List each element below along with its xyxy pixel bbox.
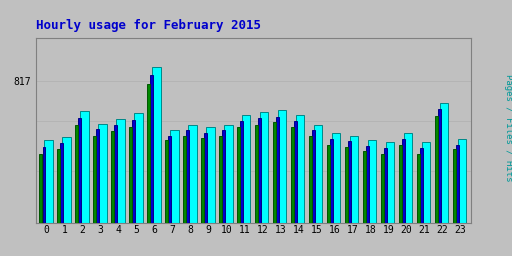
Bar — [332, 133, 340, 223]
Bar — [420, 148, 423, 223]
Bar — [314, 124, 323, 223]
Bar — [417, 154, 420, 223]
Bar — [456, 145, 459, 223]
Bar — [404, 133, 412, 223]
Text: Pages / Files / Hits: Pages / Files / Hits — [504, 74, 512, 182]
Bar — [168, 136, 171, 223]
Bar — [204, 133, 207, 223]
Bar — [222, 130, 225, 223]
Bar — [237, 127, 240, 223]
Bar — [458, 139, 466, 223]
Bar — [96, 129, 99, 223]
Bar — [259, 118, 261, 223]
Bar — [435, 116, 438, 223]
Bar — [296, 115, 305, 223]
Bar — [219, 136, 222, 223]
Bar — [350, 136, 358, 223]
Bar — [327, 145, 330, 223]
Bar — [255, 124, 258, 223]
Text: Hourly usage for February 2015: Hourly usage for February 2015 — [36, 19, 261, 32]
Bar — [186, 130, 189, 223]
Bar — [386, 142, 394, 223]
Bar — [57, 149, 60, 223]
Bar — [116, 119, 124, 223]
Bar — [44, 140, 53, 223]
Bar — [402, 139, 405, 223]
Bar — [422, 142, 430, 223]
Bar — [206, 127, 215, 223]
Bar — [93, 136, 96, 223]
Bar — [130, 127, 132, 223]
Bar — [147, 84, 150, 223]
Bar — [242, 115, 250, 223]
Bar — [309, 136, 312, 223]
Bar — [75, 124, 78, 223]
Bar — [78, 118, 81, 223]
Bar — [312, 130, 315, 223]
Bar — [381, 154, 384, 223]
Bar — [330, 139, 333, 223]
Bar — [39, 154, 42, 223]
Bar — [278, 110, 286, 223]
Bar — [183, 136, 186, 223]
Bar — [440, 103, 449, 223]
Bar — [60, 143, 63, 223]
Bar — [399, 145, 402, 223]
Bar — [112, 131, 114, 223]
Bar — [188, 124, 197, 223]
Bar — [165, 140, 168, 223]
Bar — [366, 146, 369, 223]
Bar — [363, 151, 366, 223]
Bar — [134, 113, 142, 223]
Bar — [348, 142, 351, 223]
Bar — [80, 111, 89, 223]
Bar — [276, 116, 279, 223]
Bar — [240, 121, 243, 223]
Bar — [453, 149, 456, 223]
Bar — [438, 109, 441, 223]
Bar — [133, 120, 135, 223]
Bar — [368, 140, 376, 223]
Bar — [62, 137, 71, 223]
Bar — [260, 112, 268, 223]
Bar — [384, 148, 387, 223]
Bar — [201, 138, 204, 223]
Bar — [291, 127, 294, 223]
Bar — [273, 122, 276, 223]
Bar — [42, 147, 45, 223]
Bar — [98, 124, 106, 223]
Bar — [294, 121, 297, 223]
Bar — [345, 147, 348, 223]
Bar — [152, 67, 161, 223]
Bar — [151, 76, 153, 223]
Bar — [224, 124, 232, 223]
Bar — [170, 130, 179, 223]
Bar — [115, 125, 117, 223]
